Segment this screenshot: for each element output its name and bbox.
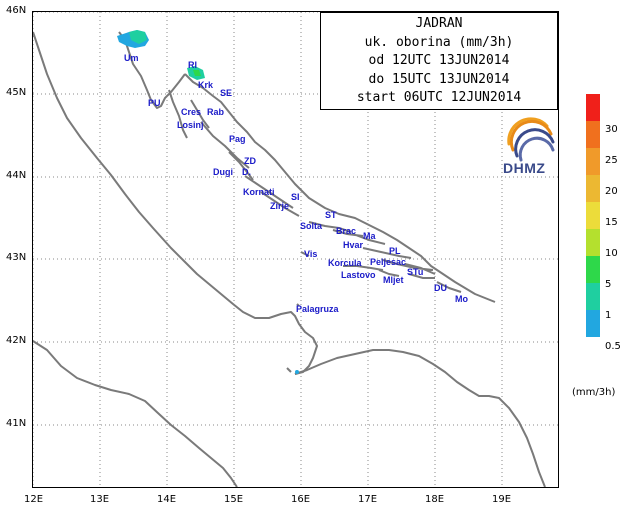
- lon-tick-label: 17E: [358, 494, 378, 505]
- info-run-start: start 06UTC 12JUN2014: [356, 90, 522, 105]
- place-label: ST: [325, 210, 337, 220]
- lon-tick-label: 16E: [291, 494, 311, 505]
- legend-swatch: [586, 94, 600, 121]
- lat-tick-label: 45N: [6, 87, 27, 98]
- central-islands: [244, 175, 436, 275]
- place-label: Korcula: [328, 258, 362, 268]
- place-label: Pag: [229, 134, 246, 144]
- small-islets: [286, 303, 300, 373]
- place-label: Rab: [207, 107, 225, 117]
- lon-tick-label: 14E: [157, 494, 177, 505]
- place-label: Palagruza: [296, 304, 339, 314]
- lon-tick-label: 18E: [425, 494, 445, 505]
- lon-tick-label: 13E: [90, 494, 110, 505]
- logo-text: DHMZ: [503, 160, 546, 176]
- info-title: JADRAN: [415, 16, 463, 31]
- place-label: Kornati: [243, 187, 275, 197]
- lon-tick-label: 15E: [224, 494, 244, 505]
- precip-umag-core: [129, 30, 147, 44]
- place-label: Solta: [300, 221, 323, 231]
- map-canvas: [33, 12, 558, 487]
- lon-tick-label: 12E: [24, 494, 44, 505]
- istria-coastline: [118, 31, 186, 109]
- coastline: [33, 31, 546, 487]
- legend-swatch: [586, 148, 600, 175]
- place-label: RI: [188, 60, 197, 70]
- italy-coastline: [33, 340, 238, 487]
- info-valid-from: od 12UTC 13JUN2014: [368, 53, 510, 68]
- place-label: Peljesac: [370, 257, 407, 267]
- forecast-info-box: JADRAN uk. oborina (mm/3h) od 12UTC 13JU…: [320, 12, 558, 110]
- legend-swatch: [586, 121, 600, 148]
- legend-label: 25: [605, 155, 618, 166]
- place-label: D.: [242, 167, 251, 177]
- place-label: Hvar: [343, 240, 364, 250]
- place-label: Mo: [455, 294, 468, 304]
- place-label: PL: [389, 246, 401, 256]
- legend-swatch: [586, 202, 600, 229]
- legend-swatch: [586, 310, 600, 337]
- place-label: Zirje: [270, 201, 290, 211]
- place-label: Lastovo: [341, 270, 376, 280]
- legend-label: 30: [605, 124, 618, 135]
- info-valid-to: do 15UTC 13JUN2014: [368, 71, 510, 87]
- precip-rijeka-core: [193, 70, 201, 76]
- legend-swatch: [586, 229, 600, 256]
- legend-label: 10: [605, 248, 618, 259]
- legend-swatch: [586, 283, 600, 310]
- place-label: SE: [220, 88, 233, 98]
- info-variable: uk. oborina (mm/3h): [364, 34, 514, 50]
- dalmatia-coastline: [184, 73, 496, 303]
- legend-swatch: [586, 175, 600, 202]
- southern-islands: [300, 251, 462, 293]
- lat-tick-label: 46N: [6, 5, 27, 16]
- place-label: Losinj: [177, 120, 204, 130]
- place-label: Cres: [181, 107, 202, 117]
- italy-upper-coastline: [33, 31, 318, 375]
- place-label: Brac: [336, 226, 357, 236]
- lat-tick-label: 42N: [6, 335, 27, 346]
- place-label: Vis: [304, 249, 318, 259]
- place-label: Um: [124, 53, 139, 63]
- legend-swatch: [586, 256, 600, 283]
- northern-islands: [168, 89, 254, 181]
- place-label: Ma: [363, 231, 376, 241]
- dhmz-logo-icon: [507, 117, 555, 162]
- italy-heel-coastline: [294, 349, 546, 487]
- precip-south-italy: [295, 370, 299, 374]
- legend-unit: (mm/3h): [572, 387, 616, 398]
- place-label: Dugi: [213, 167, 233, 177]
- legend-label: 1: [605, 310, 612, 321]
- lon-tick-label: 19E: [492, 494, 512, 505]
- legend-label: 15: [605, 217, 618, 228]
- place-label: DU: [434, 283, 447, 293]
- legend-label: 20: [605, 186, 618, 197]
- place-label: ZD: [244, 156, 256, 166]
- place-label: SI: [291, 192, 300, 202]
- place-label: STu: [407, 267, 424, 277]
- precipitation: [117, 30, 299, 374]
- place-label: PU: [148, 98, 161, 108]
- lat-tick-label: 43N: [6, 252, 27, 263]
- lat-tick-label: 44N: [6, 170, 27, 181]
- lat-tick-label: 41N: [6, 418, 27, 429]
- place-label: Mljet: [383, 275, 404, 285]
- place-label: Krk: [198, 80, 214, 90]
- legend-label: 0.5: [605, 341, 621, 352]
- legend-label: 5: [605, 279, 612, 290]
